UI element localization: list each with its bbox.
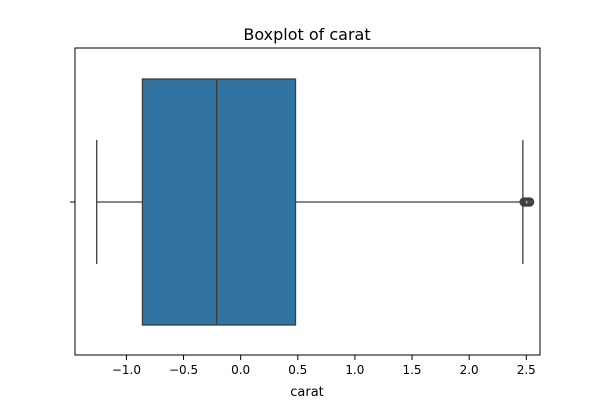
x-tick-label: 2.0 [460,363,479,377]
x-axis-label: carat [290,385,324,400]
iqr-box [141,78,297,326]
x-tick-label: 0.0 [231,363,250,377]
x-tick-label: 1.5 [402,363,421,377]
outlier-point [525,197,535,207]
x-tick-label: 0.5 [288,363,307,377]
x-axis: −1.0 −0.5 0.0 0.5 1.0 1.5 2.0 2.5 [112,355,536,377]
x-tick-label: 2.5 [517,363,536,377]
chart-title: Boxplot of carat [243,25,370,44]
x-tick-label: 1.0 [345,363,364,377]
plot-area [70,47,541,356]
x-tick-label: −0.5 [169,363,198,377]
x-tick-label: −1.0 [112,363,141,377]
